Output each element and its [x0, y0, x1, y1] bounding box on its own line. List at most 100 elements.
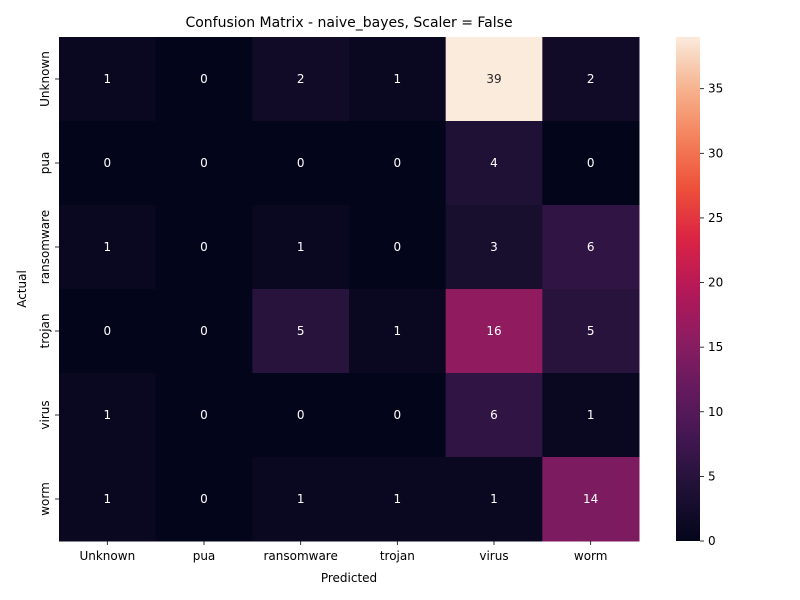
colorbar-tick-label: 15: [708, 340, 723, 354]
x-axis-ticks: Unknown pua ransomware trojan virus worm: [79, 541, 607, 563]
chart-title: Confusion Matrix - naive_bayes, Scaler =…: [185, 15, 512, 31]
cell-value-label: 1: [394, 324, 402, 338]
cell-value-label: 0: [394, 408, 402, 422]
colorbar-tick-label: 30: [708, 146, 723, 160]
heatmap-cell: [59, 205, 157, 290]
y-tick-label: worm: [38, 482, 52, 516]
cell-value-label: 1: [297, 492, 305, 506]
heatmap-cell: [59, 37, 157, 122]
cell-value-label: 0: [587, 156, 595, 170]
heatmap-cell: [252, 289, 350, 374]
cell-value-label: 0: [200, 324, 208, 338]
heatmap-cell: [445, 37, 543, 122]
cell-value-label: 1: [394, 72, 402, 86]
cell-value-label: 1: [104, 492, 112, 506]
heatmap-cell: [252, 373, 350, 458]
heatmap-cell: [59, 373, 157, 458]
cell-value-label: 6: [490, 408, 498, 422]
heatmap-cell: [349, 121, 447, 206]
colorbar-tick-label: 20: [708, 276, 723, 290]
x-tick-label: virus: [479, 549, 508, 563]
cell-value-label: 0: [200, 492, 208, 506]
heatmap-cell: [349, 37, 447, 122]
heatmap-cell: [542, 289, 640, 374]
y-axis-label: Actual: [15, 270, 29, 308]
heatmap-cell: [542, 37, 640, 122]
colorbar-ticks: 0 5 10 15 20 25 30 35: [700, 82, 723, 548]
cell-value-label: 1: [104, 72, 112, 86]
y-tick-label: pua: [38, 152, 52, 175]
cell-value-label: 0: [200, 240, 208, 254]
heatmap-cell: [252, 121, 350, 206]
cell-value-label: 14: [583, 492, 598, 506]
cell-value-label: 1: [104, 240, 112, 254]
heatmap-cell: [542, 205, 640, 290]
x-tick-label: worm: [574, 549, 608, 563]
y-tick-label: trojan: [38, 313, 52, 348]
cell-value-label: 1: [104, 408, 112, 422]
cell-value-label: 0: [104, 324, 112, 338]
x-tick-label: Unknown: [79, 549, 135, 563]
heatmap-cell: [445, 121, 543, 206]
cell-value-label: 0: [297, 156, 305, 170]
heatmap-cell: [349, 457, 447, 542]
colorbar-tick-label: 10: [708, 405, 723, 419]
cell-value-label: 0: [104, 156, 112, 170]
cell-value-label: 16: [486, 324, 501, 338]
y-tick-label: Unknown: [38, 51, 52, 107]
y-tick-label: virus: [38, 400, 52, 429]
heatmap-cell: [155, 37, 253, 122]
x-tick-label: trojan: [380, 549, 415, 563]
heatmap-cell: [59, 289, 157, 374]
heatmap-cell: [155, 289, 253, 374]
heatmap-cell: [542, 457, 640, 542]
colorbar: [676, 37, 700, 541]
cell-value-label: 4: [490, 156, 498, 170]
y-tick-label: ransomware: [38, 210, 52, 284]
cell-value-label: 0: [297, 408, 305, 422]
cell-value-label: 0: [394, 240, 402, 254]
heatmap-cell: [155, 205, 253, 290]
heatmap-cell: [155, 373, 253, 458]
x-axis-label: Predicted: [321, 571, 377, 585]
cell-value-label: 3: [490, 240, 498, 254]
cell-value-label: 0: [200, 408, 208, 422]
heatmap-cell: [349, 205, 447, 290]
cell-value-label: 1: [587, 408, 595, 422]
heatmap-cell: [252, 205, 350, 290]
y-axis-ticks: Unknown pua ransomware trojan virus worm: [38, 51, 59, 516]
heatmap-cell: [252, 37, 350, 122]
colorbar-tick-label: 5: [708, 469, 716, 483]
colorbar-tick-label: 35: [708, 82, 723, 96]
cell-value-label: 0: [200, 72, 208, 86]
heatmap-cell: [59, 457, 157, 542]
heatmap-cell: [155, 457, 253, 542]
heatmap-cell: [349, 289, 447, 374]
heatmap-cell: [155, 121, 253, 206]
cell-value-label: 1: [490, 492, 498, 506]
cell-value-label: 39: [486, 72, 501, 86]
heatmap-cell: [445, 205, 543, 290]
heatmap-cell: [59, 121, 157, 206]
cell-value-label: 5: [587, 324, 595, 338]
colorbar-tick-label: 25: [708, 211, 723, 225]
cell-value-label: 2: [297, 72, 305, 86]
cell-value-label: 6: [587, 240, 595, 254]
heatmap-cells: 1 0 2 1 39 2 0 0 0 0 4 0 1 0 1 0 3 6 0 0 5 1 16 5 1 0 0 0 6 1 1 0 1 1 1 14: [59, 37, 640, 542]
heatmap-cell: [542, 373, 640, 458]
cell-value-label: 0: [200, 156, 208, 170]
heatmap-cell: [542, 121, 640, 206]
colorbar-tick-label: 0: [708, 534, 716, 548]
heatmap-cell: [252, 457, 350, 542]
cell-value-label: 1: [297, 240, 305, 254]
x-tick-label: pua: [193, 549, 216, 563]
heatmap-cell: [445, 457, 543, 542]
heatmap-cell: [445, 373, 543, 458]
cell-value-label: 2: [587, 72, 595, 86]
x-tick-label: ransomware: [263, 549, 337, 563]
heatmap-cell: [349, 373, 447, 458]
cell-value-label: 0: [394, 156, 402, 170]
cell-value-label: 1: [394, 492, 402, 506]
cell-value-label: 5: [297, 324, 305, 338]
